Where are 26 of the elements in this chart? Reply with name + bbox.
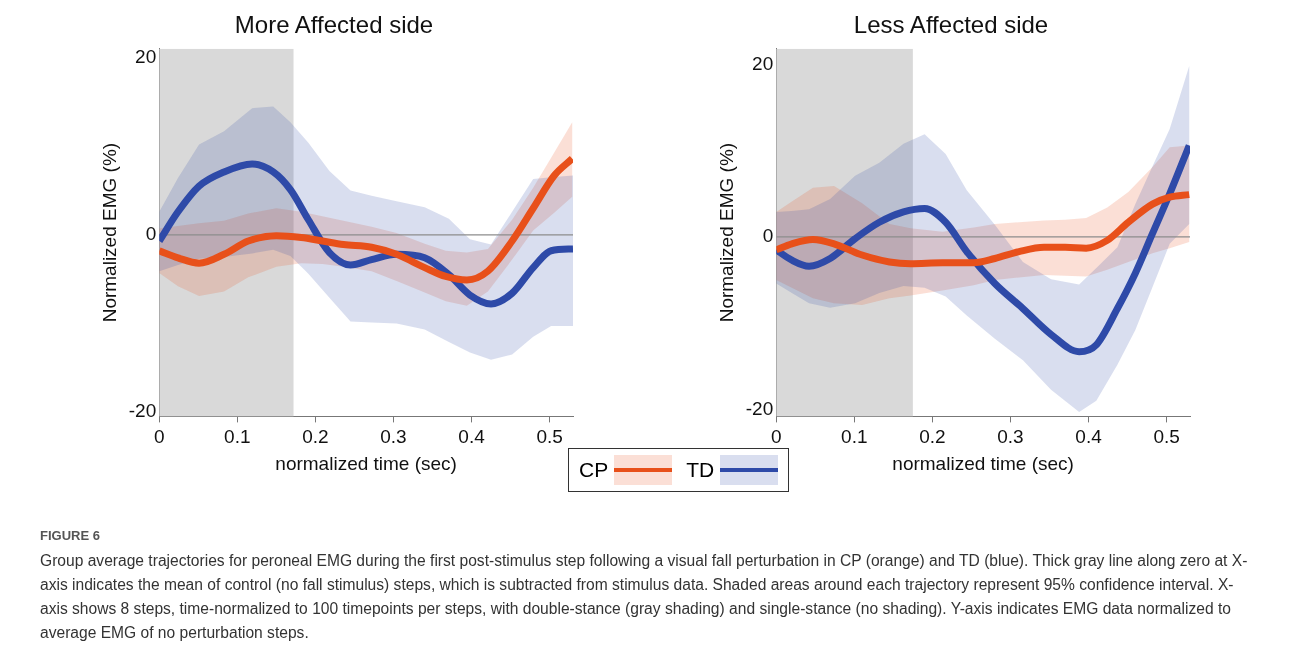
caption: FIGURE 6 bbox=[40, 528, 101, 543]
x-tick-label: 0.4 bbox=[458, 426, 486, 448]
x-tick-label: 0.1 bbox=[841, 426, 868, 448]
y-axis-title: Normalized EMG (%) bbox=[715, 142, 737, 323]
y-axis-title: Normalized EMG (%) bbox=[98, 142, 120, 323]
y-tick-label: 20 bbox=[135, 45, 157, 67]
x-axis-title: normalized time (sec) bbox=[275, 452, 457, 474]
y-tick-label: -20 bbox=[128, 400, 157, 422]
text: Group average trajectories for peroneal EMG during the first post-stimulus step following a visual fall perturbation in CP (orange) and TD (blue). Thick gray line along zero at X-axis indicates the mean of control (no fall stimulus) steps, which is subtracted from stimulus data. Shaded areas around each trajectory represent 95% confidence interval. X-axis shows 8 steps, time-normalized to 100 timepoints per steps, with double-stance (gray shading) and single-stance (no shading). Y-axis indicates EMG data normalized to average EMG of no perturbation steps. bbox=[40, 551, 1249, 643]
y-tick-label: 0 bbox=[762, 225, 774, 247]
x-axis-title: normalized time (sec) bbox=[892, 452, 1074, 474]
x-tick-label: 0.3 bbox=[380, 426, 407, 448]
chart-title: More Affected side bbox=[234, 11, 434, 39]
y-tick-label: 20 bbox=[752, 52, 774, 74]
x-tick-label: 0.4 bbox=[1075, 426, 1103, 448]
y-tick-label: -20 bbox=[745, 397, 774, 419]
chart-title: Less Affected side bbox=[853, 11, 1049, 39]
x-tick-label: 0.3 bbox=[997, 426, 1024, 448]
y-tick-label: 0 bbox=[145, 223, 157, 245]
x-tick-label: 0.1 bbox=[224, 426, 251, 448]
x-tick-label: 0.5 bbox=[536, 426, 563, 448]
x-tick-label: 0.2 bbox=[302, 426, 329, 448]
x-tick-label: 0.2 bbox=[919, 426, 946, 448]
legend-label: CP bbox=[579, 458, 609, 482]
legend-label: TD bbox=[686, 458, 715, 482]
x-tick-label: 0.5 bbox=[1153, 426, 1180, 448]
